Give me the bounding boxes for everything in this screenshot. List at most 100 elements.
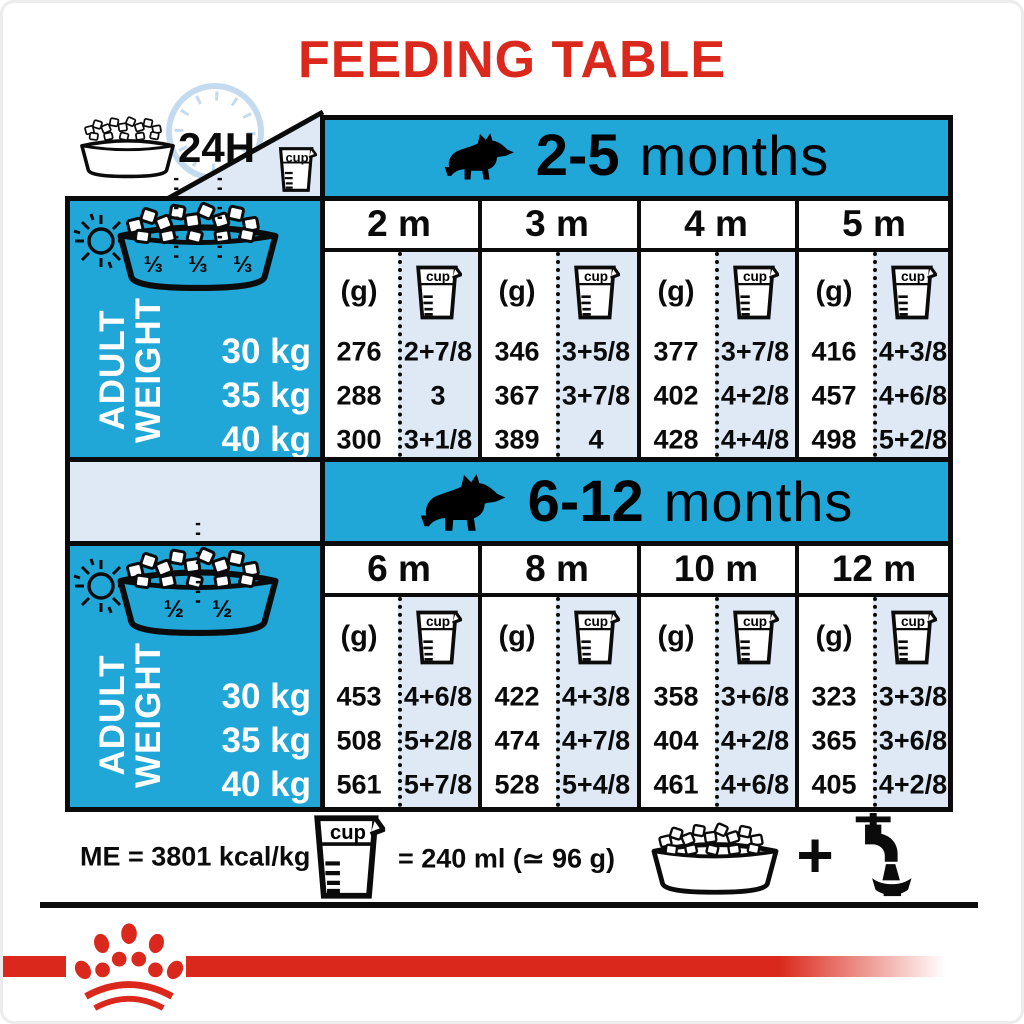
- grams-value: 561: [336, 769, 382, 800]
- grid-line: [948, 115, 953, 807]
- cups-value: 4+6/8: [878, 380, 948, 411]
- grams-value: 457: [811, 380, 857, 411]
- weight-label: 35 kg: [221, 721, 312, 760]
- grams-value: 389: [494, 424, 540, 455]
- svg-text:cup: cup: [285, 150, 308, 165]
- cups-value: 2+7/8: [403, 336, 473, 367]
- grams-value: 528: [494, 769, 540, 800]
- dotted-divider: [715, 252, 719, 457]
- dotted-divider: [398, 252, 402, 457]
- grams-unit-label: (g): [815, 620, 853, 653]
- month-header: 2 m: [367, 203, 431, 244]
- month-header: 8 m: [525, 548, 589, 589]
- cups-value: 4+2/8: [720, 725, 790, 756]
- month-header: 12 m: [831, 548, 917, 589]
- svg-text:½: ½: [164, 596, 184, 623]
- month-header: 10 m: [673, 548, 759, 589]
- water-tap-icon: [855, 813, 912, 897]
- cups-value: 4+2/8: [720, 380, 790, 411]
- cups-value: 3+7/8: [720, 336, 790, 367]
- grams-unit-label: (g): [657, 275, 695, 308]
- measuring-cup-icon: cup: [733, 610, 779, 665]
- plus-icon: +: [796, 819, 834, 891]
- measuring-cup-icon: cup: [574, 610, 620, 665]
- kibble-bowl-icon: [635, 821, 795, 897]
- svg-text:cup: cup: [330, 822, 366, 844]
- grid-line: [320, 115, 325, 807]
- corner-cell: 24H cup: [65, 83, 325, 202]
- grid-line: [320, 115, 953, 120]
- row-header-adult-weight: ADULT WEIGHT: [93, 642, 168, 788]
- cups-value: 4+7/8: [561, 725, 631, 756]
- cups-value: 3+3/8: [878, 681, 948, 712]
- cups-value: 4+6/8: [720, 769, 790, 800]
- grid-line: [795, 541, 799, 807]
- grid-line: [65, 457, 953, 462]
- month-header: 4 m: [684, 203, 748, 244]
- duration-label: 24H: [178, 124, 255, 171]
- grams-unit-label: (g): [498, 620, 536, 653]
- svg-text:cup: cup: [743, 269, 767, 284]
- grams-unit-label: (g): [498, 275, 536, 308]
- metabolizable-energy-label: ME = 3801 kcal/kg: [80, 841, 311, 872]
- portion-bowl-icon: ½ ½: [113, 522, 283, 639]
- grams-value: 358: [653, 681, 699, 712]
- dog-silhouette-icon: [420, 473, 505, 531]
- row-header-adult-weight: ADULT WEIGHT: [93, 297, 168, 443]
- brand-stripe-right: [186, 956, 946, 977]
- brand-stripe-left: [0, 956, 66, 977]
- royal-canin-paw-logo: [74, 923, 184, 1011]
- page-title: FEEDING TABLE: [297, 31, 727, 89]
- grid-line: [65, 541, 953, 546]
- grams-value: 323: [811, 681, 857, 712]
- grams-value: 288: [336, 380, 382, 411]
- grid-line: [65, 807, 953, 812]
- age-range: 2-5: [535, 123, 620, 188]
- svg-text:cup: cup: [426, 614, 450, 629]
- grams-value: 508: [336, 725, 382, 756]
- svg-text:cup: cup: [584, 614, 608, 629]
- svg-text:cup: cup: [901, 269, 925, 284]
- grams-value: 474: [494, 725, 540, 756]
- portion-bowl-icon: ⅓ ⅓ ⅓: [113, 177, 283, 294]
- grid-line: [478, 196, 482, 462]
- weight-label: 30 kg: [221, 677, 312, 716]
- grams-value: 276: [336, 336, 382, 367]
- svg-text:cup: cup: [743, 614, 767, 629]
- grams-value: 461: [653, 769, 699, 800]
- grid-line: [65, 196, 70, 807]
- dotted-divider: [556, 597, 560, 807]
- grams-value: 404: [653, 725, 699, 756]
- dotted-divider: [556, 252, 560, 457]
- measuring-cup-icon: cup: [733, 265, 779, 320]
- age-unit: months: [663, 470, 854, 533]
- cups-value: 4+4/8: [720, 424, 790, 455]
- weight-label: 30 kg: [221, 332, 312, 371]
- measuring-cup-icon: cup: [416, 610, 462, 665]
- measuring-cup-icon: cup: [416, 265, 462, 320]
- moon-icon: [279, 560, 302, 605]
- grid-line: [637, 196, 641, 462]
- grams-unit-label: (g): [340, 620, 378, 653]
- grams-value: 405: [811, 769, 857, 800]
- cups-value: 3: [430, 380, 446, 411]
- dog-silhouette-icon: [444, 132, 514, 180]
- cups-value: 4+3/8: [878, 336, 948, 367]
- banner-1-bg: [320, 115, 953, 196]
- diagonal-line: [165, 109, 325, 202]
- svg-text:cup: cup: [584, 269, 608, 284]
- dotted-divider: [398, 597, 402, 807]
- grid-line: [637, 541, 641, 807]
- svg-text:⅓: ⅓: [233, 251, 252, 277]
- grams-value: 498: [811, 424, 857, 455]
- feeding-table: 24H cup 2-5 months 6-12 months ⅓ ⅓ ⅓ ADU…: [40, 83, 978, 908]
- cups-value: 4: [588, 424, 604, 455]
- svg-text:⅓: ⅓: [144, 251, 163, 277]
- grams-value: 428: [653, 424, 699, 455]
- grams-unit-label: (g): [815, 275, 853, 308]
- grams-value: 416: [811, 336, 857, 367]
- age-banner-2: 6-12 months: [320, 462, 953, 541]
- grid-line: [795, 196, 799, 462]
- cup-equivalent-label: = 240 ml (≃ 96 g): [398, 843, 615, 874]
- cups-value: 3+6/8: [720, 681, 790, 712]
